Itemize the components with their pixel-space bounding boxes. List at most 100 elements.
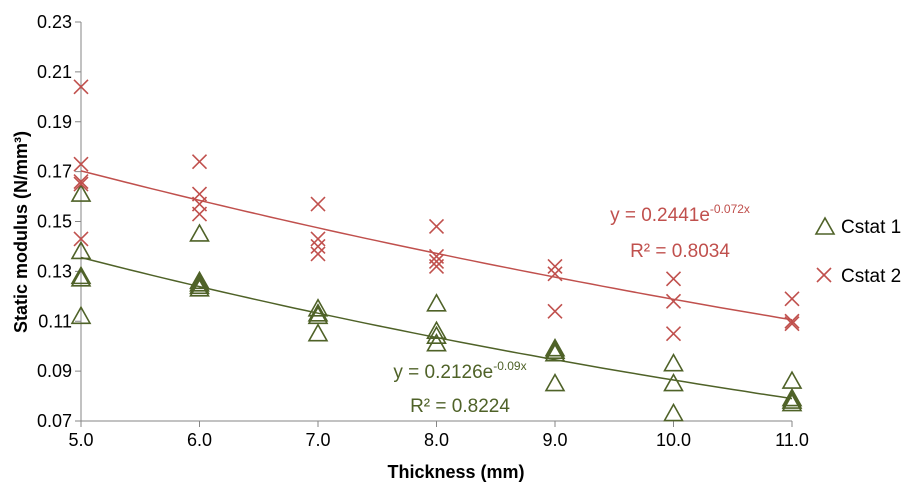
data-point-cstat1 [781, 390, 803, 409]
trendline-cstat2 [80, 170, 793, 321]
data-point-cstat1 [189, 275, 210, 295]
y-tick-label: 0.09 [37, 361, 72, 381]
data-point-cstat2 [784, 291, 800, 307]
data-point-stroke [784, 313, 800, 329]
data-point-cstat1 [663, 353, 684, 372]
legend-label-cstat1: Cstat 1 [841, 217, 901, 238]
data-point-cstat1 [70, 240, 92, 260]
data-point-stroke [310, 238, 326, 255]
data-point-cstat2 [428, 253, 445, 269]
data-point-cstat1 [544, 338, 566, 357]
x-axis-title: Thickness (mm) [387, 462, 524, 482]
data-point-cstat1 [426, 320, 447, 340]
data-point-cstat2 [73, 174, 89, 190]
data-point-cstat2 [73, 176, 89, 192]
data-point-cstat1 [189, 278, 210, 297]
y-tick-label: 0.07 [37, 411, 72, 431]
data-point-cstat2 [73, 79, 89, 95]
data-point-cstat2 [310, 231, 326, 247]
trendline-equation-cstat2: y = 0.2441e-0.072x [610, 202, 750, 226]
data-point-cstat2 [191, 154, 208, 170]
x-tick-label: 11.0 [775, 430, 809, 450]
y-axis-title: Static modulus (N/mm³) [11, 131, 31, 333]
data-point-cstat1 [781, 392, 803, 412]
data-point-stroke [191, 154, 208, 170]
data-point-cstat1 [426, 333, 447, 352]
data-point-cstat2 [547, 266, 563, 282]
data-point-stroke [73, 231, 89, 247]
data-point-cstat1 [544, 340, 566, 359]
data-point-stroke [665, 326, 682, 342]
data-point-stroke [73, 174, 89, 190]
data-point-stroke [73, 79, 89, 95]
plot-area: 0.07 0.09 0.11 0.13 0.15 0.17 0.19 0.21 0.23 5.0 6… [37, 12, 809, 450]
legend: Cstat 1 Cstat 2 [814, 216, 901, 287]
legend-label-cstat2: Cstat 2 [841, 266, 901, 287]
data-point-cstat1 [189, 273, 210, 292]
data-point-cstat1 [544, 343, 566, 362]
data-point-cstat2 [665, 293, 682, 309]
data-point-cstat2 [428, 218, 445, 235]
data-point-cstat2 [665, 271, 682, 287]
data-point-cstat2 [665, 326, 682, 342]
equation-exponent-cstat1: -0.09x [493, 359, 526, 373]
data-point-stroke [428, 218, 445, 235]
data-point-stroke [310, 246, 326, 262]
data-point-cstat1 [307, 303, 329, 322]
y-tick-label: 0.17 [37, 162, 72, 182]
data-point-stroke [73, 156, 89, 172]
data-point-cstat1 [70, 268, 92, 287]
data-point-stroke [547, 258, 563, 274]
y-tick-label: 0.19 [37, 112, 72, 132]
data-point-cstat2 [191, 206, 208, 222]
legend-item-cstat1: Cstat 1 [814, 216, 901, 238]
legend-marker-x-icon [816, 267, 832, 283]
y-tick-label: 0.13 [37, 261, 72, 281]
y-tick-label: 0.11 [38, 311, 72, 331]
data-point-cstat1 [781, 387, 803, 407]
y-tick-label: 0.23 [37, 12, 72, 32]
data-point-stroke [784, 291, 800, 307]
equation-base-cstat1: y = 0.2126e [393, 362, 493, 383]
y-tick-label: 0.15 [37, 212, 72, 232]
data-point-stroke [428, 258, 445, 274]
data-point-stroke [547, 303, 563, 319]
x-tick-label: 5.0 [68, 430, 93, 450]
x-tick-label: 9.0 [542, 430, 567, 450]
data-point-cstat2 [310, 196, 326, 212]
data-point-cstat2 [73, 156, 89, 172]
data-point-cstat2 [310, 246, 326, 262]
data-point-cstat1 [70, 183, 92, 202]
data-point-cstat1 [307, 323, 329, 342]
legend-marker-triangle-icon [814, 216, 836, 235]
data-point-stroke [547, 266, 563, 282]
data-point-cstat1 [663, 402, 684, 422]
data-point-stroke [310, 196, 326, 212]
trendline-equation-cstat1: y = 0.2126e-0.09x [393, 359, 526, 383]
x-tick-label: 8.0 [424, 430, 449, 450]
data-point-stroke [784, 316, 800, 332]
data-point-cstat2 [310, 238, 326, 255]
data-point-stroke [428, 253, 445, 269]
data-point-cstat2 [428, 258, 445, 274]
legend-item-cstat2: Cstat 2 [816, 266, 901, 287]
data-point-cstat1 [70, 305, 92, 325]
data-point-cstat2 [73, 231, 89, 247]
x-tick-label: 10.0 [656, 430, 691, 450]
y-tick-label: 0.21 [37, 62, 72, 82]
equation-base-cstat2: y = 0.2441e [610, 205, 710, 226]
data-point-cstat1 [189, 223, 210, 242]
data-point-cstat2 [784, 316, 800, 332]
data-point-stroke [191, 206, 208, 222]
data-point-cstat2 [547, 303, 563, 319]
x-tick-label: 7.0 [305, 430, 330, 450]
data-point-stroke [665, 293, 682, 309]
data-point-cstat1 [189, 270, 210, 290]
data-point-cstat1 [781, 370, 803, 389]
data-point-cstat1 [307, 298, 329, 317]
data-point-cstat2 [784, 313, 800, 329]
x-tick-label: 6.0 [187, 430, 212, 450]
chart-marks [70, 79, 803, 422]
equation-exponent-cstat2: -0.072x [710, 202, 750, 216]
